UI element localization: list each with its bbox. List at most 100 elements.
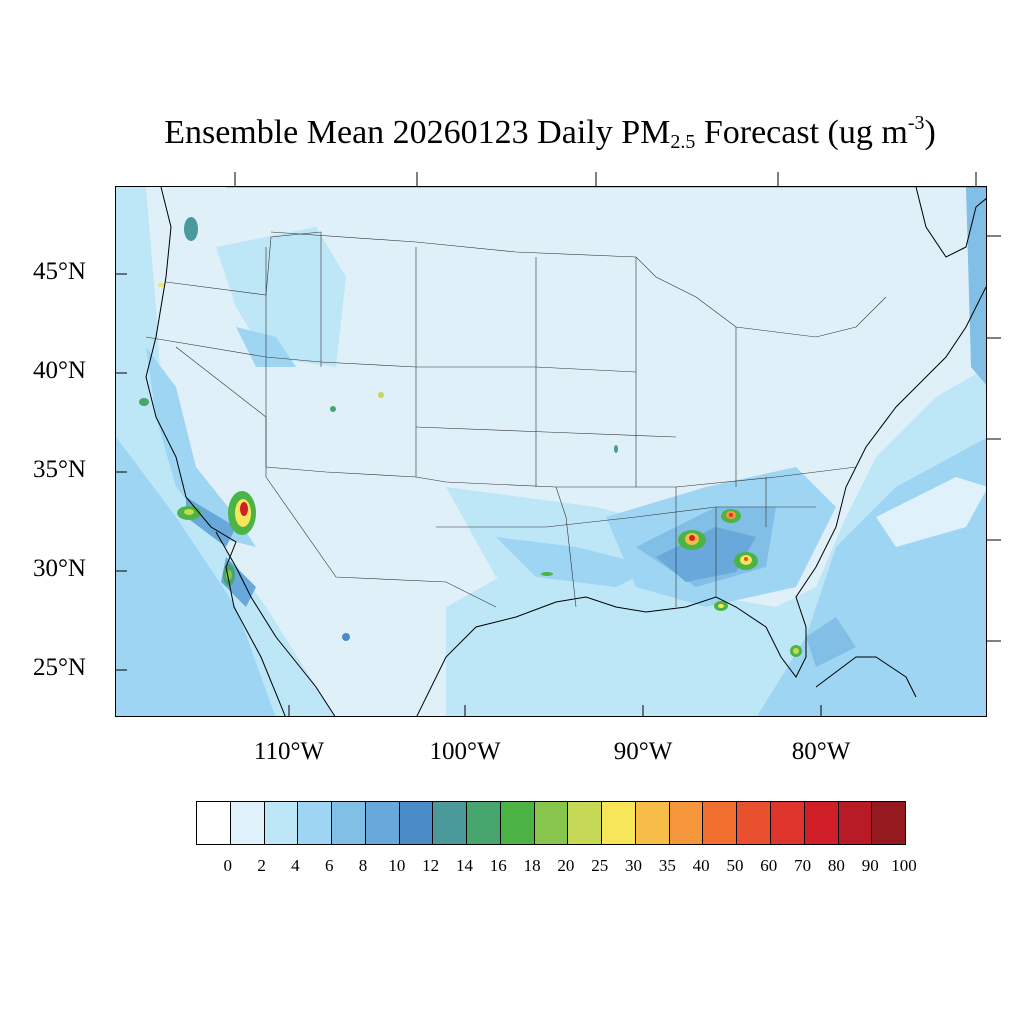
miami-core (793, 648, 799, 654)
southern-state-borders (555, 477, 767, 608)
colorbar-label-20: 100 (891, 856, 917, 875)
seattle-band (184, 217, 198, 241)
colorbar-label-3: 6 (324, 856, 334, 875)
lon-label-90w: 90°W (613, 738, 673, 765)
title-prefix: Ensemble Mean 20260123 Daily PM (164, 114, 671, 151)
texas-spot (541, 572, 553, 576)
colorbar-label-5: 10 (388, 856, 406, 875)
state-border-layer (145, 187, 986, 608)
colorbar-label-9: 18 (523, 856, 541, 875)
colorbar-label-4: 8 (358, 856, 368, 875)
lat-label-45n: 45°N (32, 258, 86, 285)
map-title: Ensemble Mean 20260123 Daily PM2.5 Forec… (0, 112, 1024, 154)
colorbar-label-18: 80 (827, 856, 845, 875)
northwest-interior (216, 227, 346, 367)
northeast-ocean (966, 187, 986, 385)
colorbar-swatch-10 (534, 802, 569, 844)
texas-oklahoma-band (496, 537, 656, 587)
portland-spot (158, 283, 164, 287)
colorbar-swatch-13 (635, 802, 670, 844)
title-subscript: 2.5 (670, 131, 696, 153)
colorbar-label-10: 20 (557, 856, 575, 875)
colorbar-swatch-2 (264, 802, 299, 844)
colorbar-label-2: 4 (291, 856, 300, 875)
map-plot-area (115, 186, 987, 717)
northeast-coastline (915, 187, 986, 258)
colorbar-swatch-17 (771, 802, 805, 844)
colorbar-swatch-5 (365, 802, 400, 844)
title-middle: Forecast (ug m (695, 114, 908, 151)
colorbar-swatch-19 (838, 802, 873, 844)
lat-label-25n: 25°N (32, 654, 86, 681)
colorbar-label-11: 25 (591, 856, 609, 875)
colorbar-label-13: 35 (658, 856, 676, 875)
colorbar-label-14: 40 (692, 856, 710, 875)
birmingham-core (689, 535, 695, 541)
las-vegas-core (240, 502, 248, 516)
colorbar-label-16: 60 (760, 856, 778, 875)
colorbar-swatch-1 (230, 802, 265, 844)
colorbar-label-0: 0 (223, 856, 233, 875)
lon-label-80w: 80°W (791, 738, 851, 765)
northern-tier-border (145, 336, 637, 373)
gulf-of-california-coast (215, 531, 336, 716)
title-suffix: ) (924, 114, 936, 151)
hotspot-layer (139, 217, 802, 657)
nevada-border (175, 346, 267, 477)
macon-core (744, 557, 748, 561)
coastline-layer (145, 187, 986, 716)
colorbar-swatch-6 (399, 802, 434, 844)
atlanta-core (729, 513, 733, 517)
gulf-atlantic-coastline (416, 286, 986, 716)
colorbar-swatch-0 (197, 802, 231, 844)
colorbar-swatch-11 (568, 802, 603, 844)
mexico-border (265, 476, 497, 608)
sf-spot (139, 398, 149, 406)
colorbar-label-7: 14 (455, 856, 473, 875)
colorbar-swatch-20 (872, 802, 906, 844)
utah-spot (330, 406, 336, 412)
colorbar-label-1: 2 (257, 856, 266, 875)
tallahassee-core (718, 604, 724, 608)
pacific-ocean-darker (116, 437, 276, 716)
colorbar-label-15: 50 (726, 856, 744, 875)
central-tier-border (265, 247, 857, 488)
mexico-spot (342, 633, 350, 641)
colorbar-label-8: 16 (489, 856, 507, 875)
meridian-borders (320, 232, 737, 487)
los-angeles-core (184, 509, 194, 515)
tick-marks (115, 172, 1001, 717)
us-canada-border (270, 231, 887, 338)
colorbar-swatch-9 (500, 802, 535, 844)
oregon-border (165, 231, 322, 296)
colorbar-label-12: 30 (625, 856, 643, 875)
colorbar-label-17: 70 (794, 856, 812, 875)
california-coast-band (146, 347, 256, 547)
colorbar-swatch-4 (332, 802, 366, 844)
colorbar-swatch-18 (804, 802, 839, 844)
lat-label-35n: 35°N (32, 456, 86, 483)
denver-spot (378, 392, 384, 398)
colorbar-swatch-15 (703, 802, 738, 844)
southeast-inner (656, 527, 756, 582)
colorbar-swatch-12 (602, 802, 636, 844)
colorbar-swatch-7 (433, 802, 468, 844)
lat-label-40n: 40°N (32, 357, 86, 384)
stlouis-spot (614, 445, 618, 453)
colorbar-label-6: 12 (422, 856, 440, 875)
lon-label-110w: 110°W (253, 738, 325, 765)
latitude-borders (415, 426, 816, 528)
west-coastline (145, 187, 286, 716)
cuba-outline (815, 656, 917, 698)
caribbean-band (806, 617, 856, 667)
colorbar-swatch-14 (669, 802, 704, 844)
colorbar-swatch-16 (737, 802, 772, 844)
colorbar-swatch-8 (467, 802, 501, 844)
pm25-concentration-map (116, 187, 986, 716)
colorbar-label-19: 90 (861, 856, 879, 875)
colorbar (196, 801, 906, 845)
lon-label-100w: 100°W (429, 738, 501, 765)
title-superscript: -3 (907, 112, 925, 134)
lat-label-30n: 30°N (32, 555, 86, 582)
